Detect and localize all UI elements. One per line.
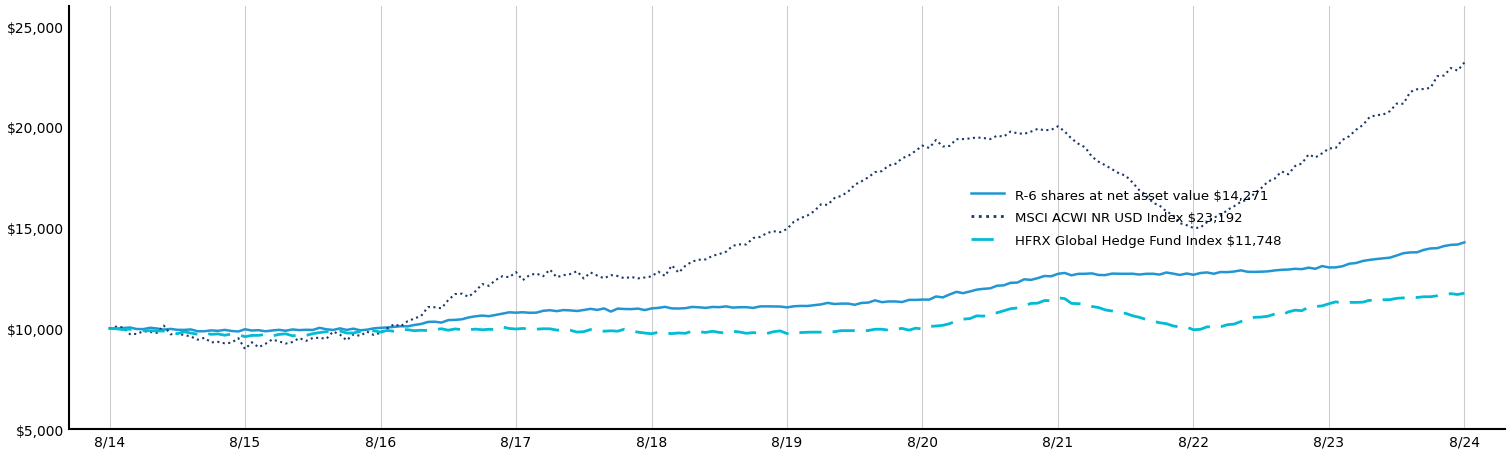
HFRX Global Hedge Fund Index $11,748 — [602, 329, 620, 334]
MSCI ACWI NR USD Index $23,192 — [236, 347, 254, 352]
R-6 shares at net asset value $14,271 — [100, 326, 118, 331]
Line: R-6 shares at net asset value $14,271: R-6 shares at net asset value $14,271 — [109, 243, 1465, 332]
HFRX Global Hedge Fund Index $11,748 — [222, 332, 240, 337]
R-6 shares at net asset value $14,271 — [676, 306, 694, 311]
MSCI ACWI NR USD Index $23,192 — [100, 326, 118, 331]
R-6 shares at net asset value $14,271 — [839, 301, 857, 307]
HFRX Global Hedge Fund Index $11,748 — [1347, 300, 1365, 305]
HFRX Global Hedge Fund Index $11,748 — [676, 331, 694, 336]
R-6 shares at net asset value $14,271 — [230, 329, 248, 334]
MSCI ACWI NR USD Index $23,192 — [839, 190, 857, 195]
MSCI ACWI NR USD Index $23,192 — [676, 263, 694, 269]
HFRX Global Hedge Fund Index $11,748 — [107, 326, 125, 332]
Line: HFRX Global Hedge Fund Index $11,748: HFRX Global Hedge Fund Index $11,748 — [109, 293, 1465, 337]
HFRX Global Hedge Fund Index $11,748 — [839, 328, 857, 334]
MSCI ACWI NR USD Index $23,192 — [602, 273, 620, 278]
R-6 shares at net asset value $14,271 — [602, 309, 620, 314]
HFRX Global Hedge Fund Index $11,748 — [100, 326, 118, 331]
MSCI ACWI NR USD Index $23,192 — [107, 324, 125, 329]
MSCI ACWI NR USD Index $23,192 — [222, 340, 240, 346]
R-6 shares at net asset value $14,271 — [1347, 261, 1365, 266]
MSCI ACWI NR USD Index $23,192 — [1456, 61, 1474, 66]
R-6 shares at net asset value $14,271 — [222, 329, 240, 334]
R-6 shares at net asset value $14,271 — [1456, 240, 1474, 246]
MSCI ACWI NR USD Index $23,192 — [1347, 128, 1365, 133]
HFRX Global Hedge Fund Index $11,748 — [1456, 291, 1474, 296]
Legend: R-6 shares at net asset value $14,271, MSCI ACWI NR USD Index $23,192, HFRX Glob: R-6 shares at net asset value $14,271, M… — [966, 183, 1287, 253]
R-6 shares at net asset value $14,271 — [107, 326, 125, 332]
Line: MSCI ACWI NR USD Index $23,192: MSCI ACWI NR USD Index $23,192 — [109, 63, 1465, 349]
HFRX Global Hedge Fund Index $11,748 — [236, 334, 254, 340]
